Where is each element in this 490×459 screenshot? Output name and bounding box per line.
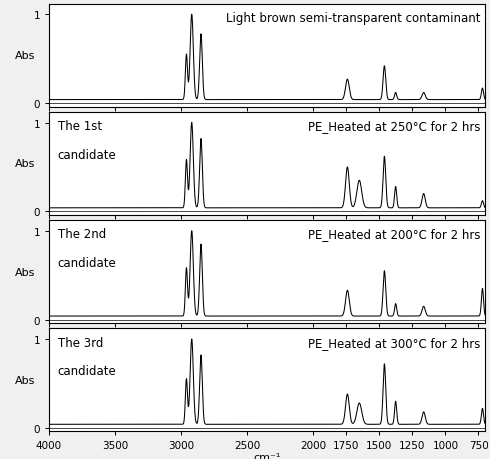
Y-axis label: Abs: Abs	[15, 159, 35, 169]
Y-axis label: Abs: Abs	[15, 267, 35, 277]
Text: candidate: candidate	[58, 364, 117, 378]
Text: candidate: candidate	[58, 149, 117, 162]
Text: The 3rd: The 3rd	[58, 336, 103, 349]
Text: PE_Heated at 250°C for 2 hrs: PE_Heated at 250°C for 2 hrs	[308, 120, 481, 133]
Text: The 1st: The 1st	[58, 120, 102, 133]
Text: PE_Heated at 300°C for 2 hrs: PE_Heated at 300°C for 2 hrs	[308, 336, 481, 349]
Y-axis label: Abs: Abs	[15, 375, 35, 385]
Y-axis label: Abs: Abs	[15, 51, 35, 61]
X-axis label: cm⁻¹: cm⁻¹	[253, 452, 281, 459]
Text: PE_Heated at 200°C for 2 hrs: PE_Heated at 200°C for 2 hrs	[308, 228, 481, 241]
Text: The 2nd: The 2nd	[58, 228, 106, 241]
Text: Light brown semi-transparent contaminant: Light brown semi-transparent contaminant	[226, 12, 481, 25]
Text: candidate: candidate	[58, 257, 117, 269]
